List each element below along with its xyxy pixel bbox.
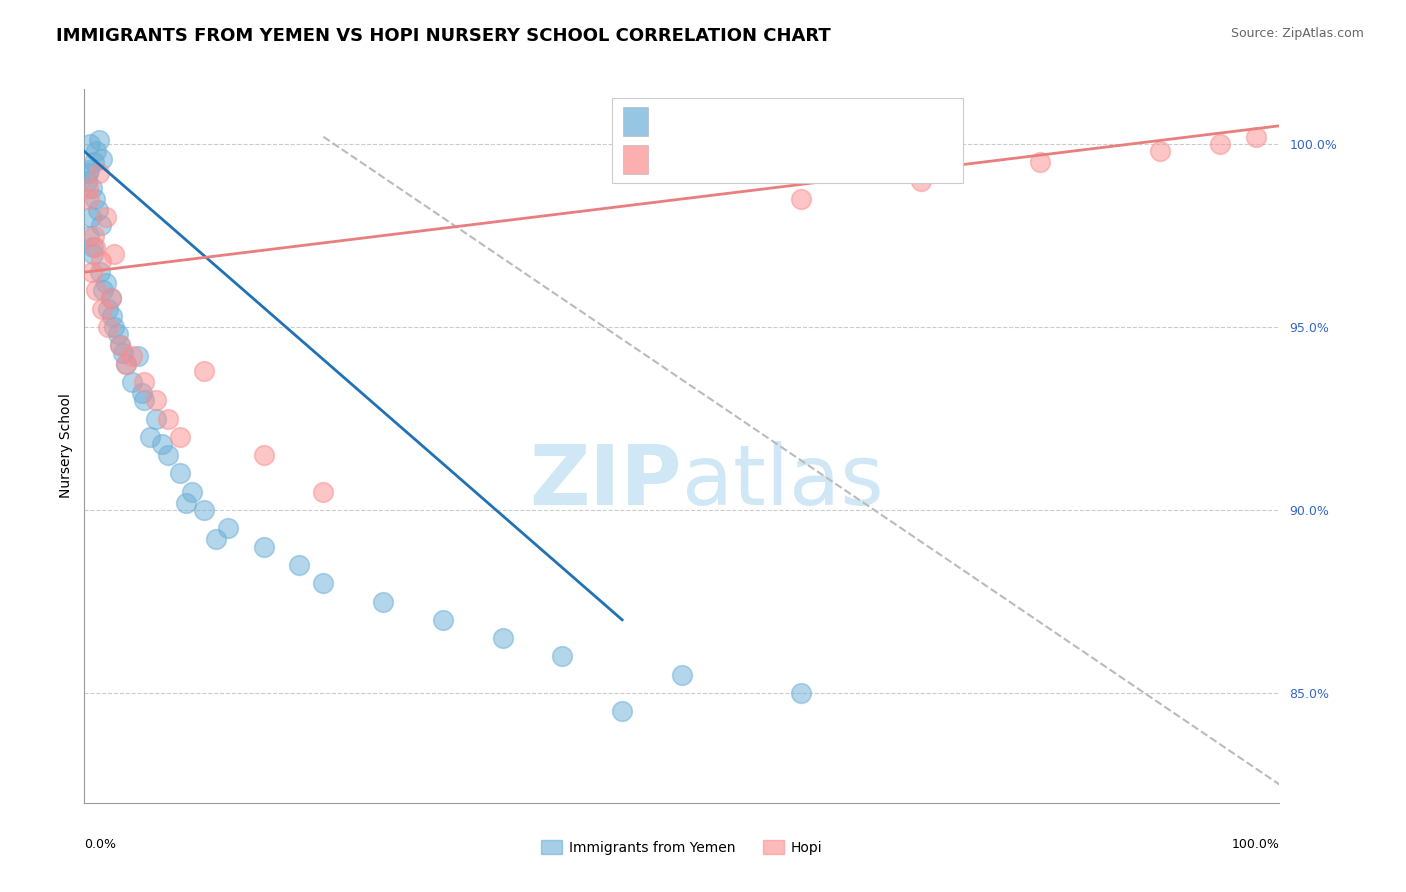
Point — [101, 309, 124, 323]
Point — [157, 448, 180, 462]
Point — [110, 338, 132, 352]
Point — [87, 166, 110, 180]
Point — [127, 349, 149, 363]
Point — [910, 174, 932, 188]
Point — [150, 437, 173, 451]
Point — [169, 430, 191, 444]
Point — [253, 448, 276, 462]
Point — [132, 393, 156, 408]
Point — [115, 357, 138, 371]
Point — [181, 484, 204, 499]
Point — [82, 247, 104, 261]
Point — [671, 667, 693, 681]
Text: ZIP: ZIP — [530, 442, 682, 522]
Text: -0.453: -0.453 — [706, 114, 749, 128]
Point — [77, 228, 100, 243]
Text: N =: N = — [786, 114, 825, 128]
Point — [145, 411, 167, 425]
Point — [131, 386, 153, 401]
Point — [84, 192, 107, 206]
Point — [80, 211, 103, 225]
Point — [91, 301, 114, 316]
Point — [288, 558, 311, 572]
Point — [76, 174, 98, 188]
Text: 100.0%: 100.0% — [1232, 838, 1279, 851]
Point — [373, 594, 395, 608]
Text: R =: R = — [659, 153, 689, 167]
Point — [1209, 137, 1232, 152]
Point — [90, 218, 112, 232]
Point — [97, 320, 120, 334]
Point — [87, 133, 110, 147]
Point — [551, 649, 574, 664]
Point — [94, 211, 117, 225]
Point — [111, 345, 134, 359]
Point — [84, 239, 107, 253]
Point — [77, 162, 100, 177]
Point — [492, 631, 515, 645]
Point — [77, 181, 100, 195]
Text: N =: N = — [786, 153, 825, 167]
Point — [97, 301, 120, 316]
Text: IMMIGRANTS FROM YEMEN VS HOPI NURSERY SCHOOL CORRELATION CHART: IMMIGRANTS FROM YEMEN VS HOPI NURSERY SC… — [56, 27, 831, 45]
Point — [91, 152, 114, 166]
Point — [93, 284, 115, 298]
Point — [217, 521, 239, 535]
Point — [83, 228, 105, 243]
Legend: Immigrants from Yemen, Hopi: Immigrants from Yemen, Hopi — [536, 834, 828, 860]
Point — [90, 254, 112, 268]
Point — [145, 393, 167, 408]
Point — [86, 284, 108, 298]
Point — [86, 202, 108, 217]
Point — [121, 375, 143, 389]
Point — [77, 166, 100, 180]
Point — [432, 613, 454, 627]
Point — [312, 576, 335, 591]
Point — [612, 704, 634, 718]
Point — [100, 291, 122, 305]
Point — [193, 503, 215, 517]
Point — [253, 540, 276, 554]
Y-axis label: Nursery School: Nursery School — [59, 393, 73, 499]
Point — [312, 484, 335, 499]
Text: atlas: atlas — [682, 442, 883, 522]
Point — [77, 192, 100, 206]
Point — [174, 496, 197, 510]
Point — [157, 411, 180, 425]
Point — [110, 338, 132, 352]
Point — [107, 327, 129, 342]
Text: 29: 29 — [842, 153, 860, 167]
Point — [169, 467, 191, 481]
Point — [103, 247, 125, 261]
Point — [790, 686, 813, 700]
Point — [132, 375, 156, 389]
Point — [193, 364, 215, 378]
Text: 51: 51 — [842, 114, 860, 128]
Point — [1029, 155, 1052, 169]
Point — [205, 533, 228, 547]
Text: Source: ZipAtlas.com: Source: ZipAtlas.com — [1230, 27, 1364, 40]
Text: 0.0%: 0.0% — [84, 838, 117, 851]
Point — [94, 276, 117, 290]
Text: 0.392: 0.392 — [706, 153, 749, 167]
Point — [139, 430, 162, 444]
Point — [121, 349, 143, 363]
Point — [86, 145, 108, 159]
Point — [80, 181, 103, 195]
Text: R =: R = — [659, 114, 689, 128]
Point — [100, 291, 122, 305]
Point — [790, 192, 813, 206]
Point — [1149, 145, 1171, 159]
Point — [80, 265, 103, 279]
Point — [89, 265, 111, 279]
Point — [82, 239, 104, 253]
Point — [79, 137, 101, 152]
Point — [103, 320, 125, 334]
Point — [1244, 129, 1267, 144]
Point — [83, 155, 105, 169]
Point — [115, 357, 138, 371]
